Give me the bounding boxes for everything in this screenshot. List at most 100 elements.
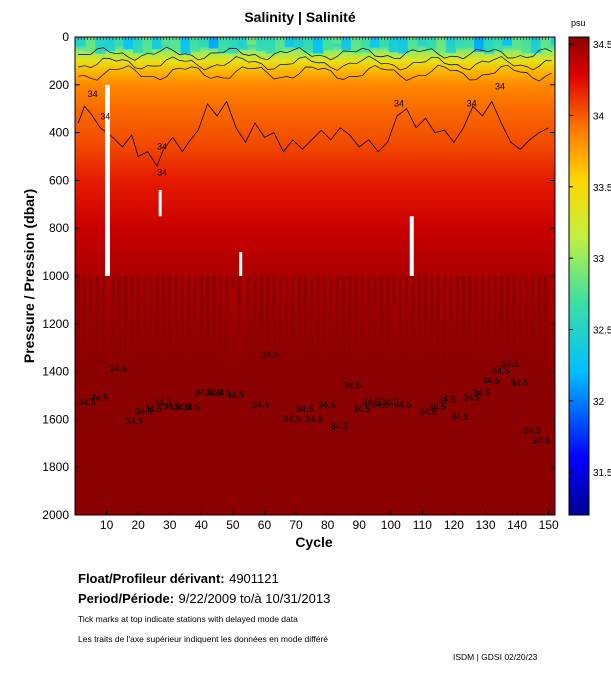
surface-fresh-patch	[256, 37, 267, 51]
x-tick-label: 150	[539, 518, 559, 532]
contour-shallow-line	[78, 55, 552, 71]
deep-profile-bar	[168, 276, 172, 515]
contour-label-34-5: 34.5	[343, 380, 361, 390]
deep-profile-bar	[111, 276, 115, 515]
x-tick-label: 30	[163, 518, 177, 532]
contour-label-34-5: 34.5	[419, 407, 437, 417]
deep-profile-bar	[430, 276, 434, 506]
surface-fresh-patch	[151, 37, 163, 50]
surface-fresh-patch	[180, 37, 191, 54]
contour-label-34: 34	[467, 98, 477, 108]
surface-fresh-patch	[95, 37, 106, 54]
contour-label-34-5: 34.5	[362, 397, 380, 407]
x-axis-label: Cycle	[295, 534, 333, 550]
contour-label-34-5: 34.5	[173, 402, 191, 412]
deep-profile-bar	[537, 276, 541, 515]
y-tick-label: 0	[62, 30, 69, 44]
y-tick-label: 1600	[42, 412, 69, 426]
x-axis: 10 20 30 40 50 60 70 80 90 100 110 120 130 140 150	[77, 37, 559, 532]
deep-profile-bar	[253, 276, 257, 515]
contour-label-34-5: 34.5	[163, 402, 181, 412]
colorbar-tick-label: 34.5	[593, 40, 611, 51]
deep-profile-bar	[411, 276, 415, 515]
period-value: 9/22/2009 to/à 10/31/2013	[178, 591, 331, 606]
deep-profile-bar	[199, 276, 203, 515]
deep-profile-bar	[512, 276, 516, 515]
surface-fresh-patch	[284, 37, 296, 47]
x-tick-label: 130	[476, 518, 496, 532]
deep-profile-bar	[297, 276, 301, 515]
deep-profile-bar	[417, 276, 421, 487]
contour-shallow-line	[78, 46, 552, 61]
contour-label-34-5: 34.5	[110, 364, 128, 374]
colorbar: psu 31.5 32 32.5 33 33.5 34 34.5	[568, 18, 611, 516]
surface-fresh-patch	[379, 37, 390, 48]
period-label: Period/Période:	[78, 591, 175, 606]
deep-profile-bar	[142, 276, 147, 515]
deep-profile-bar	[493, 276, 497, 515]
deep-profile-bar	[155, 276, 159, 515]
surface-fresh-patch	[350, 37, 362, 54]
surface-fresh-patch	[161, 37, 172, 46]
deep-profile-bar	[123, 276, 128, 515]
surface-fresh-patch	[511, 37, 523, 50]
deep-profile-bar	[272, 276, 276, 515]
deep-profile-bar	[187, 276, 191, 515]
surface-fresh-patch	[303, 37, 314, 53]
deep-profile-bar	[373, 276, 377, 515]
deep-profile-bar	[237, 276, 241, 334]
deep-profile-bar	[398, 276, 402, 384]
surface-fresh-patch	[540, 37, 551, 49]
contour-shallow-line	[78, 64, 552, 82]
deep-profile-bar	[449, 276, 453, 515]
surface-fresh-patch	[208, 37, 220, 49]
data-gap	[409, 216, 414, 276]
surface-fresh-patch	[502, 37, 513, 46]
surface-fresh-patch	[313, 37, 324, 54]
contour-label-34-5: 34.5	[227, 390, 245, 400]
deep-profile-bar	[480, 276, 484, 515]
surface-fresh-patch	[521, 37, 532, 54]
contour-label-34-5: 34.5	[372, 399, 390, 409]
data-gap	[158, 189, 162, 217]
contour-label-34-5: 34.5	[306, 414, 324, 424]
contour-labels-34: 34 34 34 34 34 34 34	[88, 82, 505, 178]
deep-profile-bar	[95, 276, 99, 449]
contour-label-34: 34	[88, 89, 98, 99]
deep-profile-bar	[180, 276, 184, 515]
note-english: Tick marks at top indicate stations with…	[78, 614, 298, 624]
contour-label-34: 34	[495, 82, 505, 92]
surface-fresh-patch	[445, 37, 457, 53]
deep-profile-bar	[247, 276, 251, 420]
deep-profile-bar	[212, 276, 216, 515]
x-tick-label: 90	[353, 518, 367, 532]
surface-fresh-patch	[483, 37, 494, 54]
contour-label-34-5: 34.5	[482, 376, 500, 386]
note-french: Les traits de l'axe supérieur indiquent …	[78, 634, 329, 644]
deep-profile-bar	[474, 276, 478, 515]
contour-label-34-5: 34.5	[353, 404, 371, 414]
deep-profile-bar	[310, 276, 314, 515]
surface-fresh-patch	[218, 37, 229, 53]
deep-profile-bar	[231, 276, 235, 288]
x-tick-label: 10	[100, 518, 114, 532]
colorbar-tick-label: 34	[593, 111, 605, 122]
deep-profile-bar	[518, 276, 522, 515]
surface-fresh-patch	[464, 37, 476, 47]
contour-label-34-5: 34.5	[204, 388, 222, 398]
contour-label-34-5: 34.5	[511, 378, 529, 388]
x-tick-label: 80	[321, 518, 335, 532]
surface-fresh-patch	[369, 37, 381, 48]
surface-fresh-patch	[388, 37, 400, 53]
surface-fresh-patch	[76, 37, 87, 47]
deep-profile-bar	[468, 276, 472, 515]
y-tick-label: 800	[49, 221, 69, 235]
contour-label-34-5: 34.5	[154, 397, 172, 407]
contour-label-34-5: 34.5	[394, 399, 412, 409]
deep-profile-bar	[524, 276, 529, 515]
contour-label-34: 34	[100, 111, 110, 121]
deep-profile-bar	[341, 276, 346, 515]
deep-profile-bar	[367, 276, 371, 515]
deep-profile-bar	[278, 276, 282, 515]
deep-profiles	[76, 276, 548, 515]
